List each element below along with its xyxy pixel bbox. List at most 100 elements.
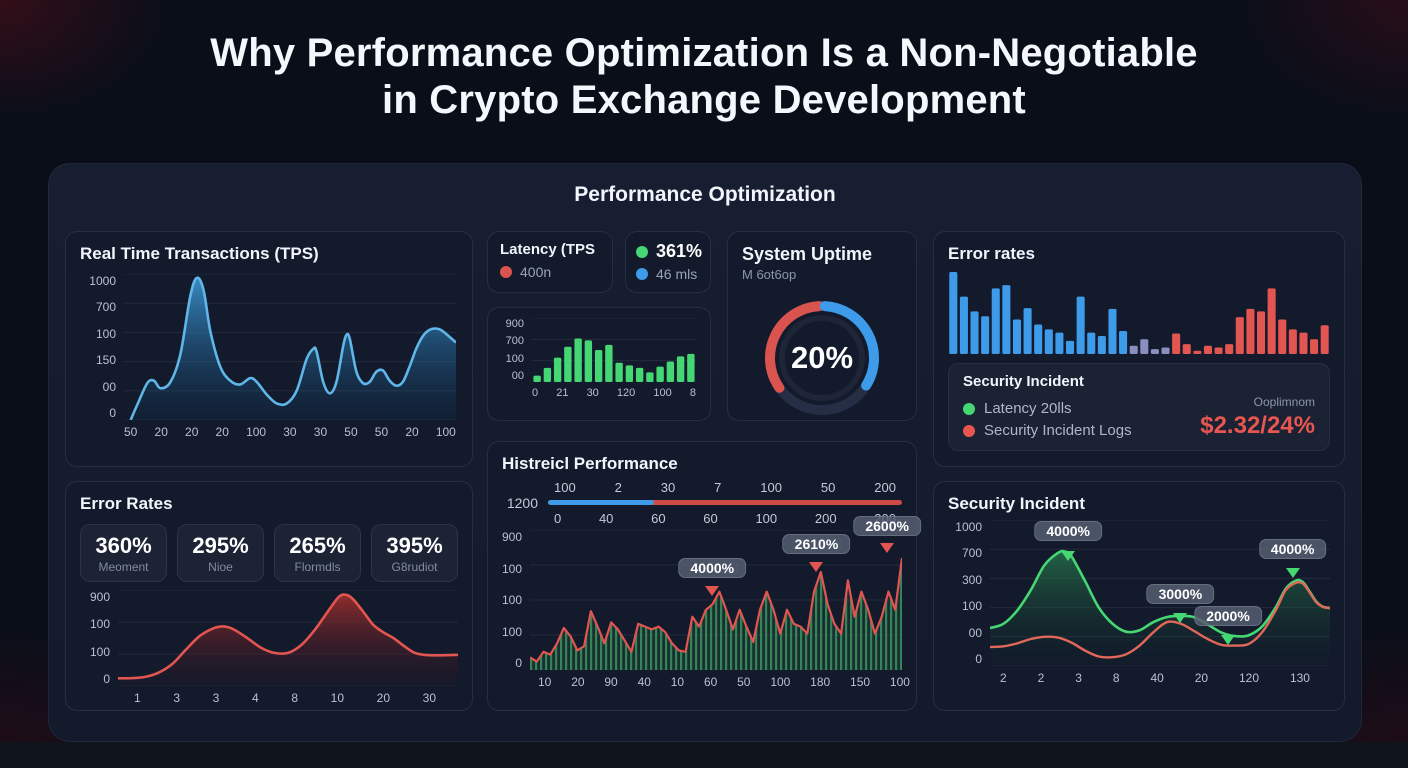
- axis-label: 700: [961, 546, 982, 561]
- axis-label: 40: [1150, 671, 1164, 685]
- history-range-slider[interactable]: 100 2 30 7 100 50 200 1200 0 40 60 60 100 200 200: [502, 480, 902, 526]
- stats-card: 361% 46 mls: [625, 231, 711, 293]
- axis-label: 100: [505, 352, 524, 365]
- error-line-plot: [118, 590, 458, 686]
- axis-label: 100: [889, 675, 910, 689]
- stat-card-4: 395% G8rudiot: [371, 524, 458, 582]
- chart-annotation: 3000%: [1146, 584, 1215, 605]
- stat-label: Nioe: [208, 560, 233, 574]
- page-title-line2: in Crypto Exchange Development: [382, 78, 1026, 122]
- annotation-marker-icon: [1173, 613, 1188, 624]
- historical-panel: Histreicl Performance 100 2 30 7 100 50 200 12…: [487, 441, 921, 711]
- slider-left-label: 1200: [506, 495, 538, 511]
- error-line-x-axis: 1 3 3 4 8 10 20 30: [120, 691, 450, 705]
- error-rates-bottom-panel: Error Rates 360% Meoment 295% Nioe 265% …: [65, 481, 473, 711]
- annotation-marker-icon: [1285, 568, 1300, 579]
- legend-note: Ooplimnom: [1253, 395, 1315, 409]
- dashboard-panel: Performance Optimization Real Time Trans…: [48, 163, 1362, 742]
- uptime-subtitle: M 6ot6op: [742, 267, 797, 282]
- latency-bars-y-axis: 900 700 100 00: [500, 318, 532, 382]
- annotation-marker-icon: [705, 586, 720, 596]
- stat-label: G8rudiot: [391, 560, 438, 574]
- annotation-marker-icon: [809, 562, 824, 573]
- axis-label: 130: [1289, 671, 1310, 685]
- slider-track[interactable]: [548, 500, 902, 505]
- axis-label: 00: [968, 625, 982, 640]
- axis-label: 20: [405, 425, 419, 439]
- chart-annotation: 4000%: [1258, 538, 1327, 559]
- chart-annotation: 4000%: [678, 558, 747, 578]
- axis-label: 0: [975, 651, 982, 666]
- red-dot-icon: [963, 424, 975, 437]
- security-panel: Security Incident 1000 700 300 100 00 0 4000%…: [933, 481, 1345, 711]
- latency-bars-plot: [532, 318, 696, 382]
- legend-list: Latency 20lls Security Incident Logs: [963, 395, 1132, 439]
- axis-label: 100: [770, 675, 791, 689]
- axis-label: 900: [505, 318, 524, 330]
- green-dot-icon: [636, 245, 648, 258]
- axis-label: 8: [291, 691, 298, 705]
- axis-label: 2: [614, 480, 622, 495]
- stat2-row: 46 mls: [636, 266, 700, 282]
- page-title: Why Performance Optimization Is a Non-Ne…: [0, 0, 1408, 124]
- error-bars-chart: [949, 272, 1329, 354]
- legend-label: Security Incident Logs: [984, 422, 1132, 439]
- axis-label: 60: [651, 511, 666, 526]
- axis-label: 20: [154, 425, 168, 439]
- axis-label: 0: [515, 656, 523, 670]
- axis-label: 2: [1037, 671, 1045, 685]
- security-incident-block: Security Incident Latency 20lls Security…: [948, 363, 1330, 451]
- axis-label: 10: [538, 675, 552, 689]
- error-rates-top-panel: Error rates Security Incident Latency 20…: [933, 231, 1345, 467]
- security-x-axis: 2 2 3 8 40 20 120 130: [990, 671, 1320, 685]
- legend-item-latency: Latency 20lls: [963, 400, 1132, 417]
- axis-label: 0: [103, 671, 110, 686]
- axis-label: 3: [173, 691, 181, 705]
- axis-label: 0: [554, 511, 562, 526]
- slider-top-labels: 100 2 30 7 100 50 200: [548, 480, 902, 495]
- historical-y-axis: 900 100 100 100 0: [502, 530, 530, 670]
- axis-label: 0: [109, 405, 116, 420]
- page-title-line1: Why Performance Optimization Is a Non-Ne…: [210, 31, 1198, 75]
- latency-bars-x-axis: 0 21 30 120 100 8: [532, 387, 696, 399]
- error-bars-plot: [948, 272, 1330, 354]
- security-block-title: Security Incident: [963, 373, 1084, 390]
- uptime-gauge: 20%: [756, 292, 888, 424]
- tps-x-axis: 50 20 20 20 100 30 30 50 50 20 100: [124, 425, 456, 439]
- axis-label: 100: [89, 644, 110, 659]
- stat-card-1: 360% Meoment: [80, 524, 167, 582]
- security-y-axis: 1000 700 300 100 00 0: [948, 520, 990, 666]
- axis-label: 7: [714, 480, 722, 495]
- axis-label: 100: [502, 624, 523, 639]
- axis-label: 150: [95, 353, 116, 368]
- axis-label: 00: [102, 379, 116, 394]
- stat1-value: 361%: [656, 241, 703, 261]
- uptime-value: 20%: [790, 340, 854, 375]
- axis-label: 8: [1112, 671, 1120, 685]
- axis-label: 30: [313, 425, 328, 439]
- security-title: Security Incident: [948, 494, 1085, 513]
- axis-label: 120: [1239, 671, 1260, 685]
- axis-label: 180: [810, 675, 831, 689]
- legend-right-column: Ooplimnom $2.32/24%: [1200, 395, 1315, 440]
- slider-fill: [548, 500, 655, 505]
- axis-label: 100: [95, 326, 116, 341]
- axis-label: 100: [760, 480, 782, 495]
- stat2-value: 46 mls: [656, 266, 698, 282]
- chart-annotation: 2000%: [1194, 606, 1262, 627]
- annotation-marker-icon: [880, 542, 895, 553]
- axis-label: 30: [283, 425, 297, 439]
- legend-label: Latency 20lls: [984, 400, 1072, 417]
- axis-label: 2: [1000, 671, 1007, 685]
- latency-card-title: Latency (TPS: [500, 241, 596, 258]
- axis-label: 200: [814, 511, 837, 526]
- chart-annotation: 2600%: [853, 516, 921, 536]
- latency-bars-chart: [532, 318, 696, 382]
- axis-label: 20: [376, 691, 390, 705]
- axis-label: 1000: [955, 520, 982, 534]
- axis-label: 30: [586, 387, 599, 399]
- axis-label: 100: [89, 617, 110, 632]
- stat-label: Flormdls: [294, 560, 341, 574]
- tps-panel: Real Time Transactions (TPS) 1000 700 100 1…: [65, 231, 473, 467]
- stat-label: Meoment: [98, 560, 149, 574]
